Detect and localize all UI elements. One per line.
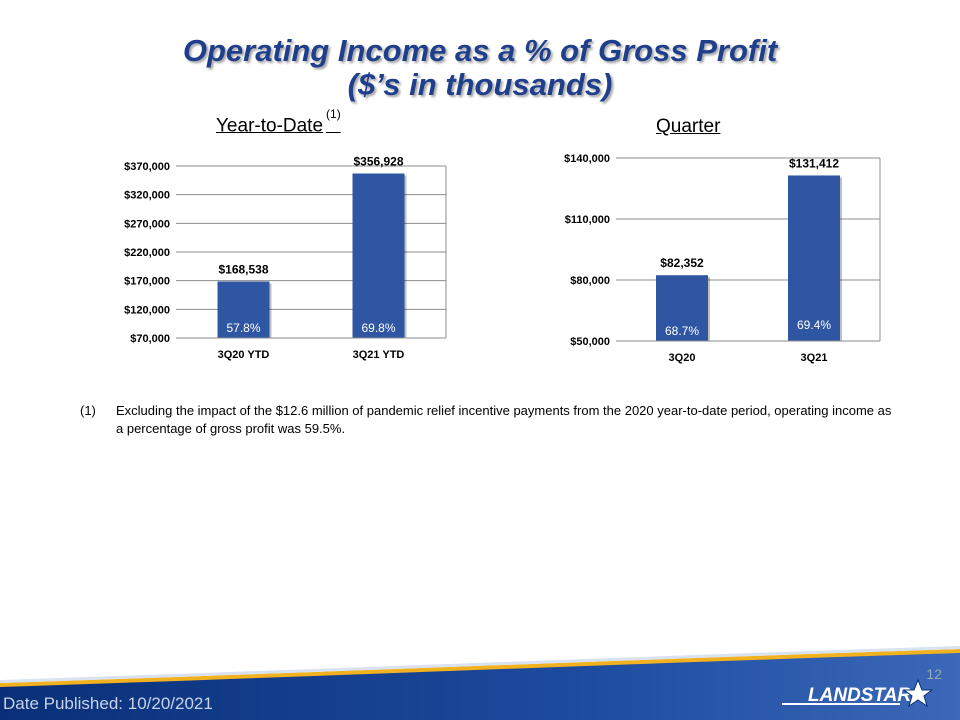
quarter-chart-heading: Quarter (656, 116, 721, 137)
ytd-bar (352, 173, 405, 338)
star-icon (902, 678, 934, 708)
quarter-bar (788, 175, 840, 341)
quarter-y-tick-label: $80,000 (570, 275, 610, 287)
ytd-y-tick-label: $320,000 (124, 190, 170, 202)
ytd-chart-heading: Year-to-Date(1) (216, 107, 341, 137)
quarter-percent-label: 69.4% (797, 318, 831, 332)
page-number: 12 (926, 666, 942, 682)
ytd-bar (217, 281, 270, 338)
quarter-category-label: 3Q21 (801, 352, 828, 364)
ytd-y-tick-label: $270,000 (124, 218, 170, 230)
quarter-y-tick-label: $50,000 (570, 336, 610, 348)
date-published: Date Published: 10/20/2021 (3, 694, 213, 713)
footnote: (1) Excluding the impact of the $12.6 mi… (80, 402, 900, 438)
ytd-heading-text: Year-to-Date (216, 115, 324, 137)
footnote-text: Excluding the impact of the $12.6 millio… (116, 403, 892, 436)
ytd-value-label: $356,928 (353, 154, 403, 168)
ytd-y-tick-label: $370,000 (124, 161, 170, 173)
ytd-percent-label: 69.8% (361, 321, 395, 335)
ytd-category-label: 3Q20 YTD (218, 349, 270, 361)
quarter-y-tick-label: $110,000 (565, 214, 610, 226)
quarter-percent-label: 68.7% (665, 324, 699, 338)
footnote-number: (1) (80, 403, 96, 418)
ytd-y-tick-label: $70,000 (130, 333, 170, 345)
quarter-bar (656, 275, 708, 341)
footer-band (0, 640, 960, 720)
quarter-value-label: $82,352 (660, 256, 704, 270)
ytd-y-tick-label: $120,000 (124, 304, 170, 316)
ytd-value-label: $168,538 (218, 263, 268, 277)
quarter-y-tick-label: $140,000 (564, 153, 610, 165)
ytd-category-label: 3Q21 YTD (353, 349, 405, 361)
svg-text:LANDSTAR: LANDSTAR (808, 685, 911, 706)
page-title: Operating Income as a % of Gross Profit (182, 33, 778, 68)
ytd-y-tick-label: $170,000 (124, 276, 170, 288)
ytd-heading-footnote-ref: (1) (326, 107, 341, 121)
footer-swoosh (0, 646, 960, 720)
page-subtitle: ($’s in thousands) (347, 67, 613, 102)
quarter-value-label: $131,412 (789, 156, 839, 170)
quarter-category-label: 3Q20 (669, 352, 696, 364)
ytd-percent-label: 57.8% (226, 321, 260, 335)
landstar-logo: LANDSTAR (782, 678, 934, 708)
ytd-y-tick-label: $220,000 (124, 247, 170, 259)
